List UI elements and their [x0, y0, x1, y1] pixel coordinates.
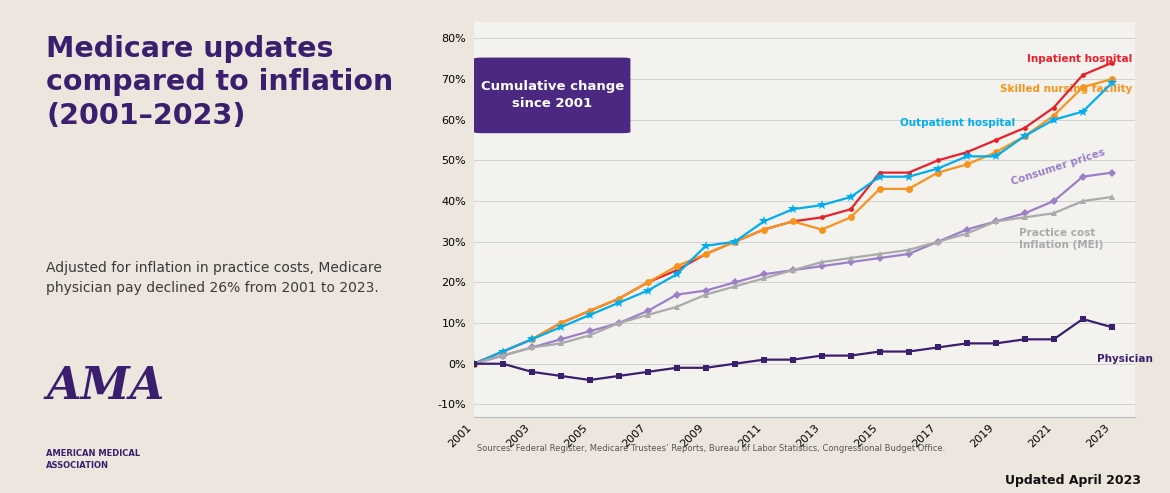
FancyBboxPatch shape	[474, 58, 631, 133]
Text: Practice cost
Inflation (MEI): Practice cost Inflation (MEI)	[1019, 227, 1103, 250]
Text: Physician: Physician	[1097, 353, 1154, 363]
Text: Outpatient hospital: Outpatient hospital	[900, 118, 1016, 128]
Text: AMA: AMA	[47, 365, 165, 408]
Text: Adjusted for inflation in practice costs, Medicare
physician pay declined 26% fr: Adjusted for inflation in practice costs…	[47, 261, 383, 295]
Text: Inpatient hospital: Inpatient hospital	[1027, 54, 1133, 64]
Text: AMERICAN MEDICAL
ASSOCIATION: AMERICAN MEDICAL ASSOCIATION	[47, 449, 140, 470]
Text: Medicare updates
compared to inflation
(2001–2023): Medicare updates compared to inflation (…	[47, 35, 393, 130]
Text: Sources: Federal Register, Medicare Trustees’ Reports, Bureau of Labor Statistic: Sources: Federal Register, Medicare Trus…	[477, 444, 945, 453]
Text: Updated April 2023: Updated April 2023	[1005, 474, 1141, 487]
Text: Cumulative change
since 2001: Cumulative change since 2001	[481, 80, 624, 110]
Text: Skilled nursing facility: Skilled nursing facility	[999, 84, 1133, 94]
Text: Consumer prices: Consumer prices	[1010, 147, 1107, 187]
